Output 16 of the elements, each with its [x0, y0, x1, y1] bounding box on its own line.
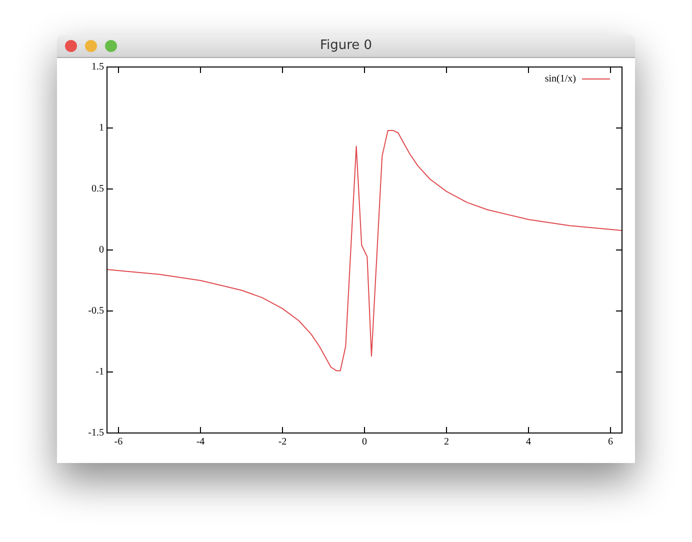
y-tick-label: 0.5	[92, 184, 104, 195]
x-tick-label: -6	[114, 436, 123, 448]
x-tick-label: 4	[526, 436, 532, 448]
y-tick-label: -0.5	[88, 306, 104, 317]
x-tick-label: -4	[196, 436, 205, 448]
x-tick-label: 0	[362, 436, 367, 448]
x-tick-label: 2	[444, 436, 450, 448]
y-tick-label: 1.5	[92, 62, 104, 73]
x-tick-label: 6	[608, 436, 614, 448]
y-tick-label: -1.5	[88, 428, 104, 439]
chart-title: Figure 0	[318, 38, 374, 53]
y-tick-label: 1	[99, 122, 104, 134]
y-tick-label: 0	[99, 244, 104, 256]
y-tick-label: -1	[96, 366, 104, 378]
x-tick-label: -2	[278, 436, 287, 448]
legend-label: sin(1/x)	[544, 74, 576, 85]
